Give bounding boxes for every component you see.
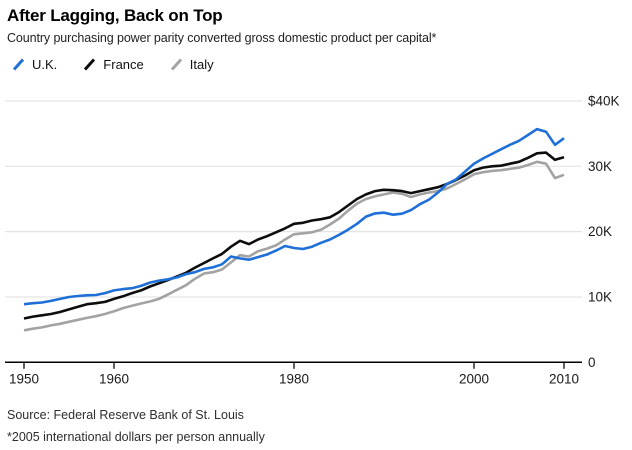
x-axis-label: 1960 [99, 371, 129, 386]
y-axis-label: 10K [588, 289, 612, 304]
series-line-italy [23, 160, 565, 332]
y-axis-label: 20K [588, 224, 612, 239]
legend-item-france: France [83, 57, 144, 72]
y-axis-label: $40K [588, 94, 620, 109]
series-line-france [23, 151, 565, 320]
legend-label-uk: U.K. [32, 57, 58, 72]
chart-plot-area: $40K 30K 20K 10K 0 1950 1960 1980 2000 2010 [5, 94, 620, 386]
chart-title: After Lagging, Back on Top [7, 6, 223, 25]
series-line-uk [23, 127, 565, 306]
y-axis-label: 30K [588, 159, 612, 174]
y-axis-label: 0 [588, 355, 596, 370]
x-axis-label: 1950 [9, 371, 39, 386]
legend-label-france: France [103, 57, 144, 72]
legend-item-uk: U.K. [12, 57, 57, 72]
chart-subtitle: Country purchasing power parity converte… [7, 31, 437, 45]
legend-label-italy: Italy [189, 57, 214, 72]
footnote: *2005 international dollars per person a… [7, 430, 265, 444]
line-swatch-icon [12, 58, 25, 71]
legend: U.K. France Italy [12, 57, 214, 72]
source-note: Source: Federal Reserve Bank of St. Loui… [7, 408, 244, 422]
line-swatch-icon [84, 58, 96, 71]
legend-item-italy: Italy [170, 57, 214, 72]
x-axis-label: 2010 [549, 371, 579, 386]
line-swatch-icon [170, 58, 182, 71]
x-axis-label: 2000 [459, 371, 489, 386]
x-axis-label: 1980 [279, 371, 309, 386]
